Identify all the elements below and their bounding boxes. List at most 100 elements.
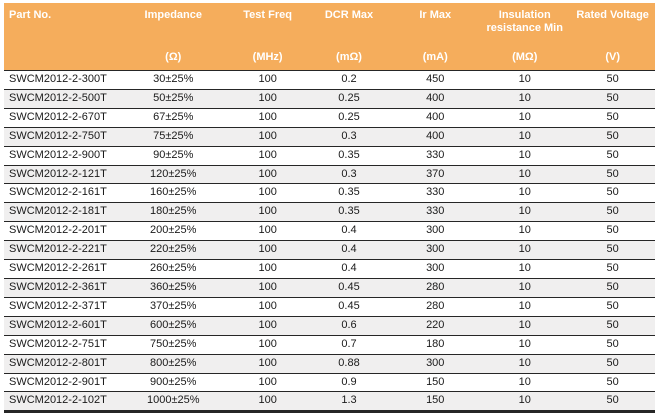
value-cell: 67±25% [117, 108, 229, 128]
part-no-cell: SWCM2012-2-361T [4, 278, 118, 298]
column-header-ir-max: Ir Max [391, 3, 480, 41]
value-cell: 330 [391, 146, 480, 166]
value-cell: 220±25% [117, 240, 229, 261]
value-cell: 0.45 [306, 297, 392, 317]
table-row: SWCM2012-2-181T 180±25% 100 0.35 330 10 50 [4, 202, 655, 223]
value-cell: 100 [228, 221, 307, 242]
value-cell: 400 [391, 108, 480, 128]
value-cell: 300 [391, 221, 480, 242]
value-cell: 100 [228, 183, 307, 204]
value-cell: 280 [391, 278, 480, 298]
value-cell: 100 [228, 354, 307, 374]
part-no-cell: SWCM2012-2-901T [4, 373, 118, 393]
table-row: SWCM2012-2-361T 360±25% 100 0.45 280 10 50 [4, 278, 655, 298]
part-no-cell: SWCM2012-2-670T [4, 108, 118, 128]
value-cell: 100 [228, 108, 307, 128]
value-cell: 50 [570, 335, 655, 355]
value-cell: 160±25% [117, 183, 229, 204]
value-cell: 100 [228, 373, 307, 393]
table-row: SWCM2012-2-201T 200±25% 100 0.4 300 10 50 [4, 221, 655, 242]
value-cell: 0.25 [306, 108, 392, 128]
value-cell: 0.25 [306, 89, 392, 109]
table-row: SWCM2012-2-261T 260±25% 100 0.4 300 10 50 [4, 259, 655, 279]
value-cell: 100 [228, 335, 307, 355]
part-no-cell: SWCM2012-2-750T [4, 127, 118, 147]
value-cell: 180 [391, 335, 480, 355]
value-cell: 120±25% [117, 165, 229, 185]
unit-insulation-resistance: (MΩ) [479, 41, 571, 71]
value-cell: 50 [570, 391, 655, 414]
value-cell: 100 [228, 316, 307, 336]
header-unit-row: (Ω) (MHz) (mΩ) (mA) (MΩ) (V) [4, 41, 655, 71]
table-row: SWCM2012-2-900T 90±25% 100 0.35 330 10 50 [4, 146, 655, 166]
value-cell: 0.45 [306, 278, 392, 298]
value-cell: 150 [391, 373, 480, 393]
value-cell: 0.3 [306, 165, 392, 185]
value-cell: 800±25% [117, 354, 229, 374]
value-cell: 100 [228, 202, 307, 223]
value-cell: 1.3 [306, 391, 392, 414]
value-cell: 0.6 [306, 316, 392, 336]
part-no-cell: SWCM2012-2-121T [4, 165, 118, 185]
value-cell: 10 [479, 354, 571, 374]
value-cell: 50 [570, 70, 655, 90]
part-no-cell: SWCM2012-2-161T [4, 183, 118, 204]
value-cell: 50 [570, 278, 655, 298]
part-no-cell: SWCM2012-2-371T [4, 297, 118, 317]
unit-dcr-max: (mΩ) [306, 41, 392, 71]
value-cell: 900±25% [117, 373, 229, 393]
column-header-insulation-resistance: Insulation resistance Min [479, 3, 571, 41]
table-row: SWCM2012-2-750T 75±25% 100 0.3 400 10 50 [4, 127, 655, 147]
value-cell: 100 [228, 70, 307, 90]
spec-table: Part No. Impedance Test Freq DCR Max Ir … [4, 3, 655, 414]
value-cell: 10 [479, 165, 571, 185]
value-cell: 100 [228, 297, 307, 317]
value-cell: 50±25% [117, 89, 229, 109]
value-cell: 10 [479, 108, 571, 128]
part-no-cell: SWCM2012-2-801T [4, 354, 118, 374]
value-cell: 370±25% [117, 297, 229, 317]
column-header-test-freq: Test Freq [228, 3, 307, 41]
value-cell: 100 [228, 89, 307, 109]
part-no-cell: SWCM2012-2-601T [4, 316, 118, 336]
value-cell: 50 [570, 108, 655, 128]
table-row: SWCM2012-2-801T 800±25% 100 0.88 300 10 50 [4, 354, 655, 374]
part-no-cell: SWCM2012-2-300T [4, 70, 118, 90]
value-cell: 90±25% [117, 146, 229, 166]
table-row: SWCM2012-2-901T 900±25% 100 0.9 150 10 50 [4, 373, 655, 393]
value-cell: 300 [391, 259, 480, 279]
value-cell: 50 [570, 165, 655, 185]
table-row: SWCM2012-2-161T 160±25% 100 0.35 330 10 50 [4, 183, 655, 204]
value-cell: 10 [479, 240, 571, 261]
value-cell: 220 [391, 316, 480, 336]
value-cell: 300 [391, 240, 480, 261]
table-row: SWCM2012-2-121T 120±25% 100 0.3 370 10 50 [4, 165, 655, 185]
value-cell: 200±25% [117, 221, 229, 242]
value-cell: 0.35 [306, 146, 392, 166]
unit-impedance: (Ω) [117, 41, 229, 71]
value-cell: 10 [479, 221, 571, 242]
value-cell: 50 [570, 373, 655, 393]
value-cell: 10 [479, 70, 571, 90]
value-cell: 280 [391, 297, 480, 317]
value-cell: 10 [479, 183, 571, 204]
value-cell: 0.4 [306, 221, 392, 242]
value-cell: 0.7 [306, 335, 392, 355]
value-cell: 100 [228, 146, 307, 166]
value-cell: 10 [479, 259, 571, 279]
value-cell: 400 [391, 127, 480, 147]
value-cell: 50 [570, 316, 655, 336]
value-cell: 50 [570, 146, 655, 166]
value-cell: 30±25% [117, 70, 229, 90]
table-row: SWCM2012-2-102T 1000±25% 100 1.3 150 10 50 [4, 391, 655, 414]
part-no-cell: SWCM2012-2-261T [4, 259, 118, 279]
spec-table-body: SWCM2012-2-300T 30±25% 100 0.2 450 10 50 SWCM20… [4, 70, 655, 414]
spec-table-header: Part No. Impedance Test Freq DCR Max Ir … [4, 3, 655, 71]
value-cell: 100 [228, 259, 307, 279]
unit-test-freq: (MHz) [228, 41, 307, 71]
value-cell: 10 [479, 335, 571, 355]
column-header-rated-voltage: Rated Voltage [570, 3, 655, 41]
value-cell: 10 [479, 146, 571, 166]
part-no-cell: SWCM2012-2-201T [4, 221, 118, 242]
value-cell: 0.9 [306, 373, 392, 393]
